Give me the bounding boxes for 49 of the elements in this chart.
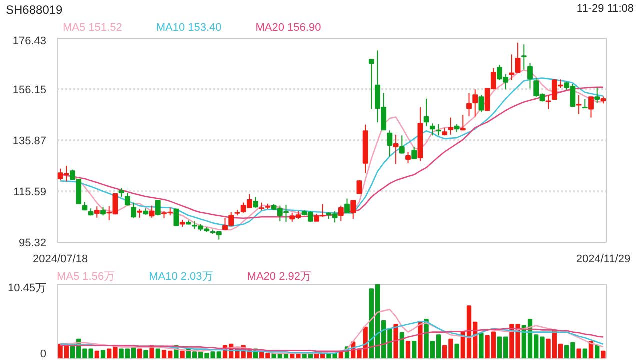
y-tick-label: 115.59 (14, 186, 46, 199)
y-tick-label: 135.87 (12, 136, 47, 148)
candlestick (515, 42, 521, 74)
text: MA20 2.92万 (247, 271, 312, 283)
x-tick-label: 2024/11/29 (576, 254, 631, 266)
y-tick-label: 156.15 (12, 84, 47, 97)
candlestick (582, 98, 588, 109)
candlestick (412, 146, 418, 160)
candlestick (350, 200, 356, 220)
candlestick (521, 44, 527, 70)
y-tick-label: 0 (40, 348, 47, 360)
candlestick (436, 124, 442, 136)
candlestick (588, 96, 594, 118)
candlestick (528, 62, 533, 90)
y-tick-label: 95.32 (18, 238, 47, 250)
text: MA10 153.40 (156, 22, 222, 34)
candlestick (344, 198, 350, 214)
candlestick (594, 87, 600, 104)
candlestick (174, 208, 180, 227)
chart-title: SH688019 (6, 2, 63, 19)
candlestick (149, 205, 155, 218)
y-tick-label: 10.45万 (8, 282, 47, 294)
y-tick-label: 176.43 (12, 36, 47, 48)
candlestick (338, 205, 344, 222)
candlestick (546, 94, 552, 110)
candlestick (424, 98, 430, 127)
x-tick-label: 2024/07/18 (33, 254, 88, 266)
candlestick (478, 94, 484, 113)
candlestick (448, 117, 454, 136)
text: MA20 156.90 (256, 22, 322, 34)
candlestick (356, 180, 362, 195)
text: MA5 151.52 (63, 22, 122, 34)
candlestick (118, 188, 124, 198)
candlestick (399, 135, 405, 154)
text: 11-29 11:08 (576, 2, 634, 17)
candlestick (124, 192, 130, 206)
candlestick (460, 114, 466, 132)
candlestick (253, 196, 258, 208)
candlestick (387, 130, 393, 158)
candlestick (430, 123, 436, 136)
candlestick (155, 200, 161, 216)
candlestick (368, 59, 374, 110)
candlestick (393, 134, 399, 165)
text: MA10 2.03万 (149, 271, 214, 283)
candlestick (406, 152, 411, 164)
text: MA5 1.56万 (57, 271, 116, 283)
candlestick (131, 202, 136, 219)
candlestick (94, 206, 100, 218)
candlestick (509, 54, 515, 81)
